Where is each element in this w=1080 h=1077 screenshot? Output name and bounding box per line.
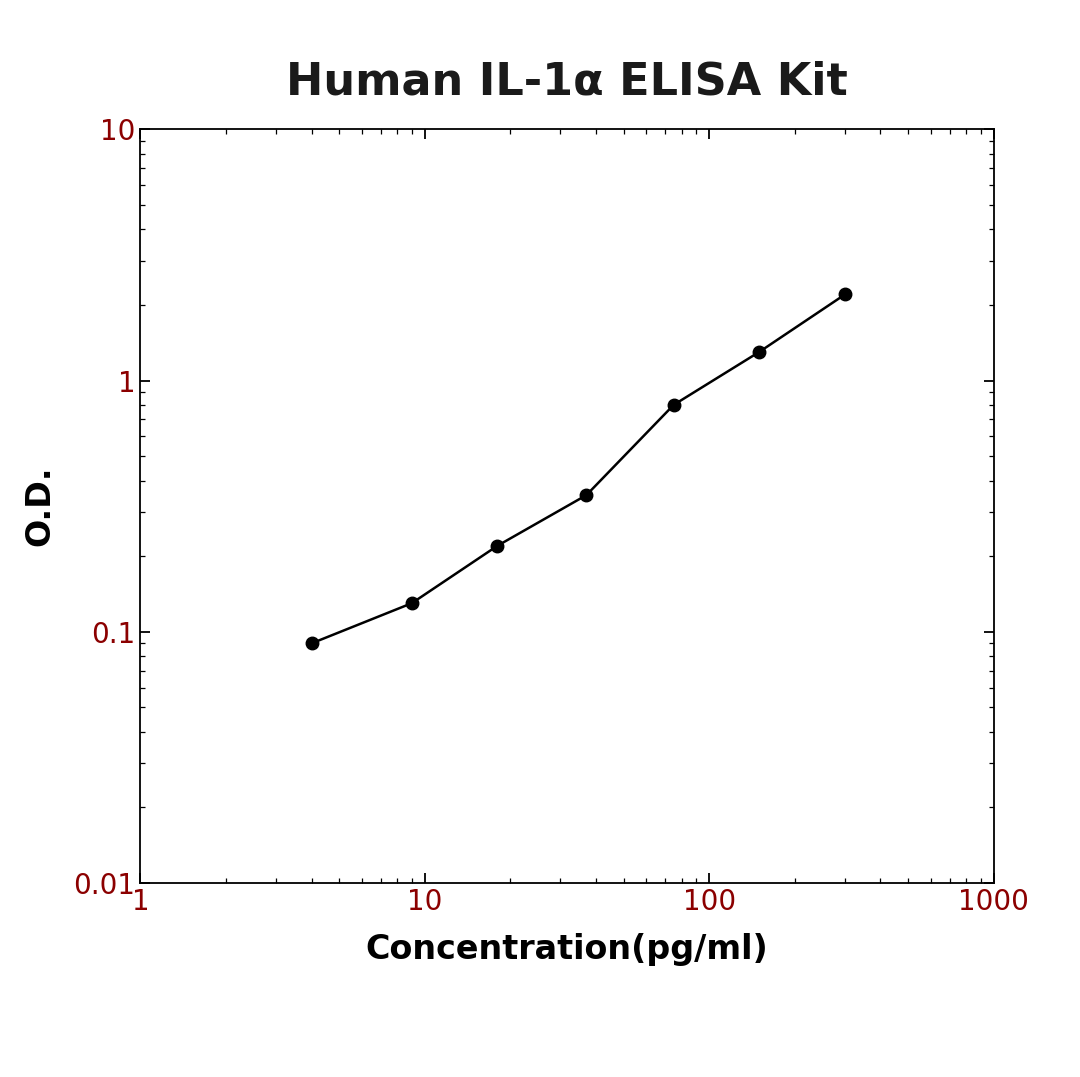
Title: Human IL-1α ELISA Kit: Human IL-1α ELISA Kit xyxy=(286,60,848,103)
Y-axis label: O.D.: O.D. xyxy=(24,466,57,546)
X-axis label: Concentration(pg/ml): Concentration(pg/ml) xyxy=(366,933,768,966)
